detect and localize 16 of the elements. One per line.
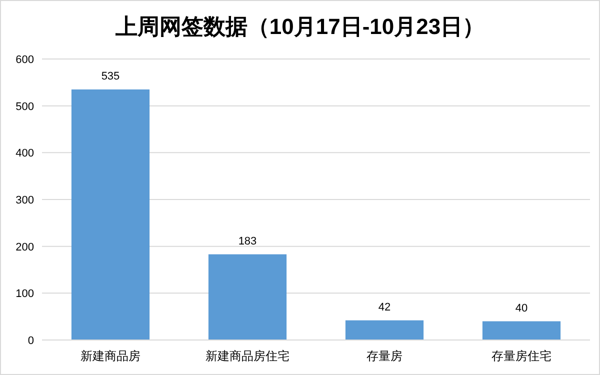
ytick: 600 bbox=[16, 54, 34, 66]
xtick: 新建商品房 bbox=[80, 349, 140, 363]
ytick: 500 bbox=[16, 100, 34, 113]
xtick: 存量房 bbox=[366, 349, 402, 363]
ytick: 300 bbox=[16, 194, 34, 206]
ytick: 400 bbox=[16, 148, 34, 160]
xtick: 存量房住宅 bbox=[492, 349, 552, 363]
data-label: 42 bbox=[378, 301, 391, 314]
data-label: 535 bbox=[101, 70, 120, 82]
title: 上周网签数据（10月17日-10月23日） bbox=[115, 14, 485, 39]
ytick: 200 bbox=[16, 241, 34, 254]
data-label: 183 bbox=[238, 235, 257, 248]
xtick: 新建商品房住宅 bbox=[206, 349, 290, 363]
ytick: 100 bbox=[16, 288, 34, 300]
data-label: 40 bbox=[515, 302, 528, 314]
ytick: 0 bbox=[28, 335, 34, 347]
